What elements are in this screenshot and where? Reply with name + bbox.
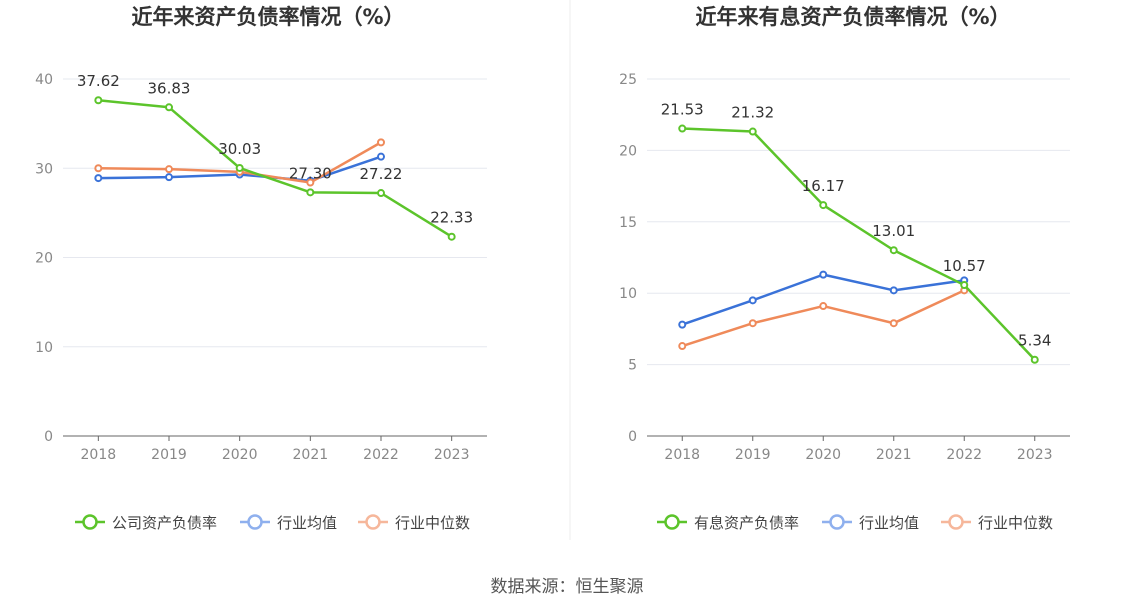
y-tick-label: 0 xyxy=(628,429,637,445)
data-point xyxy=(165,165,173,174)
y-tick-label: 5 xyxy=(628,358,637,374)
data-point xyxy=(94,164,103,173)
data-source-note: 数据来源：恒生聚源 xyxy=(491,577,644,597)
y-tick-label: 30 xyxy=(35,161,53,177)
data-point xyxy=(377,138,385,147)
y-tick-label: 20 xyxy=(619,143,637,159)
chart-title: 近年来有息资产负债率情况（%） xyxy=(695,5,1010,29)
data-label: 13.01 xyxy=(872,222,915,240)
x-tick-label: 2022 xyxy=(946,447,982,463)
y-tick-label: 20 xyxy=(35,251,53,267)
data-label: 21.53 xyxy=(661,101,704,119)
data-point xyxy=(94,174,103,183)
legend-label: 行业中位数 xyxy=(395,514,470,532)
x-tick-label: 2019 xyxy=(735,447,771,463)
legend-swatch-marker xyxy=(247,514,263,530)
data-point xyxy=(306,188,315,197)
series-line-1 xyxy=(681,273,965,326)
data-label: 5.34 xyxy=(1018,332,1051,350)
data-label: 21.32 xyxy=(731,104,774,122)
chart-panel-debt-ratio: 近年来资产负债率情况（%） 0 10 20 30 40 2018 2019 2020 2021 20… xyxy=(35,5,487,532)
x-tick-label: 2021 xyxy=(876,447,912,463)
y-tick-label: 40 xyxy=(35,72,53,88)
y-tick-label: 15 xyxy=(619,215,637,231)
data-point xyxy=(94,96,103,105)
data-label: 10.57 xyxy=(943,257,986,275)
data-point xyxy=(819,201,828,210)
data-point xyxy=(377,189,385,198)
chart-title: 近年来资产负债率情况（%） xyxy=(131,5,404,29)
y-tick-label: 0 xyxy=(44,429,53,445)
data-label: 37.62 xyxy=(77,72,120,90)
series-line-0 xyxy=(682,127,1036,361)
data-point xyxy=(678,320,687,329)
data-label: 36.83 xyxy=(148,79,191,97)
y-tick-label: 10 xyxy=(619,286,637,302)
data-point xyxy=(889,246,898,255)
data-label: 16.17 xyxy=(802,177,845,195)
data-point xyxy=(377,152,385,161)
data-label: 22.33 xyxy=(430,209,473,227)
x-tick-label: 2018 xyxy=(664,447,700,463)
data-point xyxy=(819,302,828,311)
x-tick-label: 2021 xyxy=(293,447,329,463)
data-label: 30.03 xyxy=(218,140,261,158)
legend-label: 行业均值 xyxy=(859,514,919,532)
legend-swatch-marker xyxy=(82,514,98,530)
y-tick-label: 25 xyxy=(619,72,637,88)
data-label: 27.30 xyxy=(289,164,332,182)
legend-label: 公司资产负债率 xyxy=(112,514,217,532)
data-point xyxy=(165,173,173,182)
x-tick-label: 2022 xyxy=(363,447,399,463)
data-point xyxy=(748,296,757,305)
data-point xyxy=(235,163,244,172)
data-point xyxy=(889,286,898,295)
x-tick-label: 2023 xyxy=(1017,447,1053,463)
data-point xyxy=(678,342,687,351)
data-point xyxy=(748,319,757,328)
x-tick-label: 2019 xyxy=(151,447,187,463)
series-line-0 xyxy=(98,98,453,238)
data-point xyxy=(960,281,969,290)
legend-label: 有息资产负债率 xyxy=(694,514,799,532)
x-tick-label: 2018 xyxy=(81,447,117,463)
legend-label: 行业均值 xyxy=(277,514,337,532)
x-tick-label: 2020 xyxy=(222,447,258,463)
data-point xyxy=(678,124,687,133)
legend-swatch-marker xyxy=(948,514,964,530)
legend-swatch-marker xyxy=(829,514,845,530)
data-point xyxy=(819,270,828,279)
data-point xyxy=(306,178,315,187)
data-point xyxy=(748,127,757,136)
data-point xyxy=(447,232,456,241)
series-line-2 xyxy=(681,289,965,348)
data-point xyxy=(1030,355,1039,364)
chart-panel-interest-debt-ratio: 近年来有息资产负债率情况（%） 0 5 10 15 20 25 2018 2019 2020 202… xyxy=(619,5,1070,532)
data-point xyxy=(889,319,898,328)
data-point xyxy=(165,103,173,112)
data-label: 27.22 xyxy=(360,165,403,183)
legend-swatch-marker xyxy=(365,514,381,530)
legend-swatch-marker xyxy=(664,514,680,530)
y-tick-label: 10 xyxy=(35,340,53,356)
legend-label: 行业中位数 xyxy=(978,514,1053,532)
x-tick-label: 2020 xyxy=(805,447,841,463)
x-tick-label: 2023 xyxy=(434,447,470,463)
